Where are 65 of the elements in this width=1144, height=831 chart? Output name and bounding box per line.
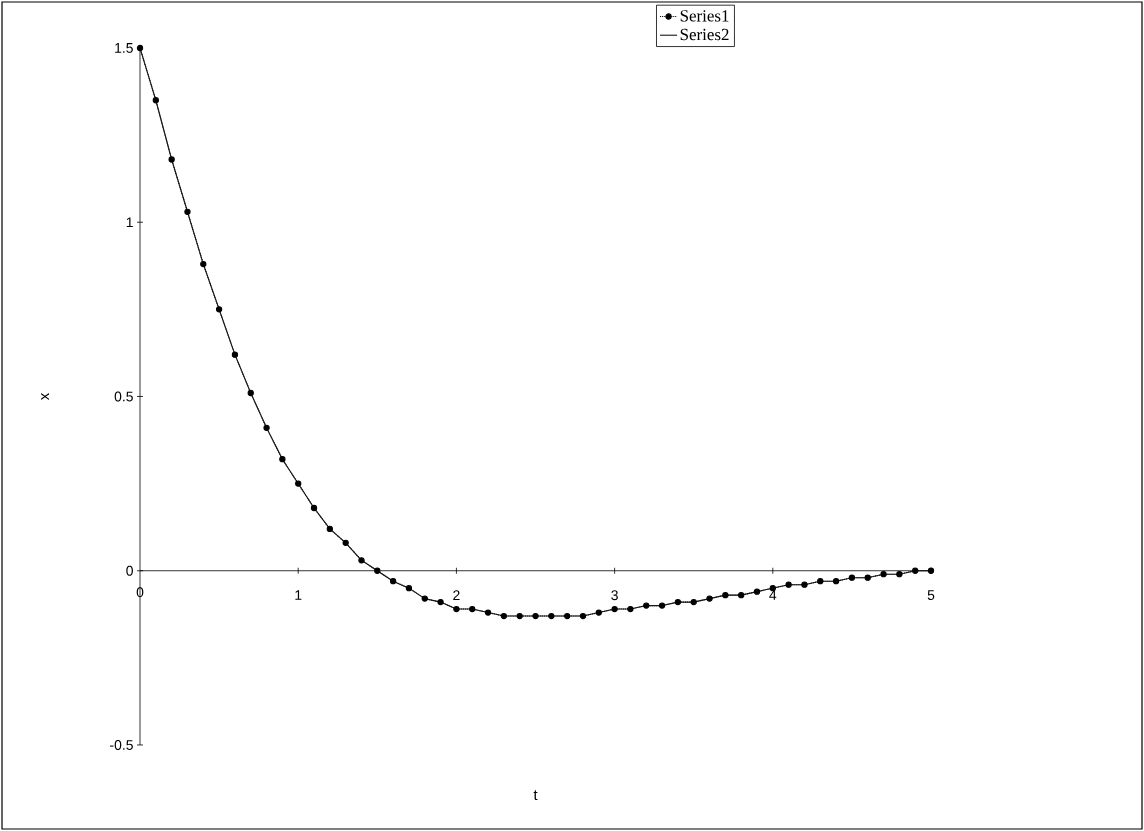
y-tick-label: 0.5 [114, 391, 133, 402]
point [532, 612, 539, 620]
x-axis-title: t [533, 790, 538, 801]
point [136, 44, 144, 52]
point [200, 260, 207, 268]
point [706, 595, 713, 602]
point [358, 557, 365, 564]
point [722, 591, 729, 599]
point [579, 612, 587, 620]
point [738, 591, 745, 599]
y-tick-label: 0 [126, 565, 133, 576]
point [263, 424, 270, 431]
point [342, 539, 349, 546]
point [295, 480, 302, 487]
x-tick-label: 0 [136, 587, 144, 598]
point [279, 456, 286, 463]
point [643, 602, 650, 609]
point [326, 525, 333, 533]
point [801, 581, 808, 588]
point [785, 581, 792, 588]
x-tick-label: 1 [295, 590, 302, 600]
x-tick-label: 3 [611, 590, 618, 601]
point [753, 588, 761, 595]
point [500, 612, 508, 620]
point [817, 578, 824, 585]
point [896, 571, 903, 578]
point [611, 605, 618, 613]
point [184, 208, 191, 215]
point [674, 598, 682, 606]
point [310, 504, 318, 512]
point [484, 609, 492, 616]
point [848, 574, 856, 581]
point [912, 567, 919, 574]
point [864, 574, 871, 581]
point [152, 97, 159, 104]
point [437, 598, 444, 606]
point [453, 605, 460, 613]
point [405, 585, 413, 592]
y-tick-label: 1.5 [115, 43, 133, 53]
point [374, 567, 381, 574]
x-tick-label: 2 [453, 590, 460, 600]
point [564, 612, 571, 620]
y-tick-label: -0.5 [110, 740, 133, 750]
y-axis-title: x [41, 392, 50, 401]
point [658, 602, 666, 609]
point [469, 605, 476, 613]
point [421, 595, 428, 602]
point [247, 389, 254, 397]
point [548, 612, 555, 620]
legend-label: Series1 [680, 10, 729, 22]
point [627, 605, 634, 613]
point [389, 578, 397, 585]
point [927, 567, 935, 574]
y-tick-label: 1 [126, 217, 133, 228]
point [690, 598, 697, 606]
point [231, 351, 239, 358]
point [168, 156, 175, 163]
x-tick-label: 5 [927, 590, 935, 600]
point [880, 571, 887, 578]
x-tick-label: 4 [769, 590, 777, 600]
point [595, 609, 602, 616]
legend-label: Series2 [680, 28, 729, 41]
point [832, 578, 840, 585]
point [215, 306, 223, 313]
point [516, 612, 523, 620]
